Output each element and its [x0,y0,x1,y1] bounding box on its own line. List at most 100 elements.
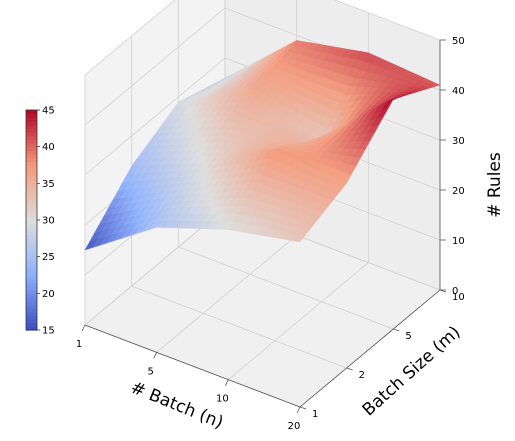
colorbar-band [26,326,37,331]
y-tick-label: 10 [452,292,465,303]
colorbar-band [26,267,37,272]
grid-wall-z [84,7,226,126]
colorbar-band [26,205,37,210]
y-tick-labels: 1 2 5 10 [299,289,465,420]
colorbar-band [26,124,37,129]
colorbar-band [26,297,37,302]
colorbar-band [26,286,37,291]
colorbar-band [26,311,37,316]
x-tick-labels: 1 5 10 20 [76,324,301,432]
z-tick-labels: 0 10 20 30 40 50 [440,36,465,297]
colorbar-band [26,293,37,298]
colorbar-band [26,198,37,203]
colorbar-band [26,168,37,173]
y-tick-label: 1 [312,409,318,420]
colorbar-band [26,187,37,192]
colorbar-band [26,176,37,181]
colorbar-band [26,253,37,258]
y-tick-mark [346,367,353,371]
colorbar-band [26,242,37,247]
colorbar-band [26,278,37,283]
colorbar-band [26,132,37,137]
x-tick-mark [296,406,301,414]
x-tick-mark [81,324,86,332]
colorbar-band [26,234,37,239]
x-tick-label: 20 [288,421,301,432]
colorbar-tick-label: 25 [42,252,55,263]
colorbar-band [26,128,37,133]
colorbar-tick-label: 40 [42,142,55,153]
colorbar-tick-label: 20 [42,289,55,300]
colorbar-band [26,227,37,232]
y-tick-label: 2 [359,370,365,381]
y-tick-label: 5 [405,331,411,342]
colorbar-band [26,135,37,140]
colorbar-band [26,161,37,166]
colorbar-band [26,209,37,214]
axes [84,40,441,408]
colorbar-band [26,300,37,305]
colorbar-band [26,322,37,327]
colorbar-band [26,172,37,177]
colorbar-band [26,308,37,313]
colorbar-band [26,220,37,225]
z-tick-label: 50 [452,36,465,47]
colorbar-band [26,146,37,151]
colorbar: 15 20 25 30 35 40 45 [25,106,55,337]
z-tick-label: 20 [452,186,465,197]
colorbar-band [26,154,37,159]
colorbar-tick-label: 30 [42,216,55,227]
x-tick-mark [224,379,229,386]
colorbar-band [26,223,37,228]
colorbar-band [26,238,37,243]
x-tick-label: 1 [76,339,82,350]
colorbar-band [26,179,37,184]
floor-pane [85,208,440,407]
surface [84,40,441,251]
colorbar-band [26,271,37,276]
z-tick-label: 40 [452,86,465,97]
colorbar-band [26,260,37,265]
x-tick-label: 5 [147,366,153,377]
colorbar-band [26,282,37,287]
colorbar-band [26,256,37,261]
colorbar-band [26,113,37,118]
colorbar-band [26,289,37,294]
surface-patch [292,234,306,243]
x-axis-label: # Batch (n) [128,378,226,433]
grid-wall-z [84,0,176,76]
colorbar-band [26,319,37,324]
colorbar-band [26,143,37,148]
grid-floor-y [131,285,347,369]
colorbar-band [26,245,37,250]
colorbar-band [26,275,37,280]
z-tick-label: 0 [452,286,458,297]
grid-wall-z [84,57,226,176]
colorbar-band [26,212,37,217]
y-tick-mark [299,406,307,410]
colorbar-band [26,139,37,144]
x-tick-label: 10 [216,394,229,405]
colorbar-band [26,157,37,162]
colorbar-band [26,249,37,254]
z-axis-label: # Rules [485,152,505,218]
grid-floor-x [156,235,297,353]
colorbar-band [26,201,37,206]
colorbar-tick-label: 15 [42,326,55,337]
grid-floor-x [228,262,369,380]
grid-back-z [333,0,441,41]
colorbar-band [26,183,37,188]
colorbar-band [26,216,37,221]
colorbar-tick-label: 45 [42,106,55,117]
colorbar-band [26,304,37,309]
colorbar-band [26,110,37,115]
colorbar-band [26,194,37,199]
y-axis-line [299,289,441,408]
x-tick-mark [153,352,158,359]
z-tick-label: 10 [452,236,465,247]
colorbar-band [26,315,37,320]
y-tick-mark [393,328,400,332]
z-tick-label: 30 [452,136,465,147]
colorbar-band [26,150,37,155]
